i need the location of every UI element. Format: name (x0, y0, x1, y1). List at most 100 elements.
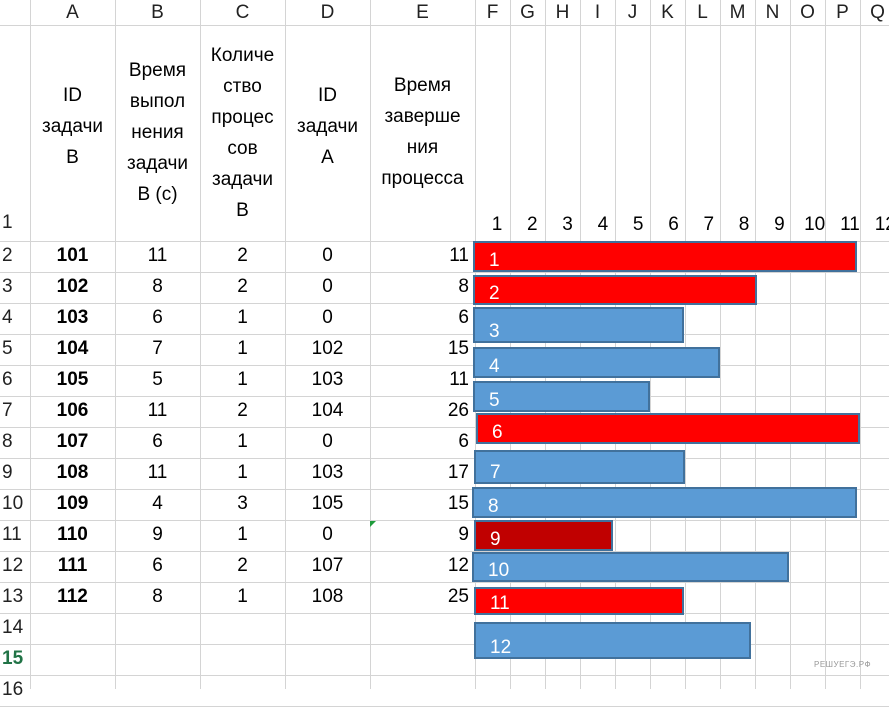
exec-time-cell[interactable]: 5 (152, 369, 163, 390)
task-id-cell[interactable]: 101 (56, 245, 89, 266)
task-id-cell[interactable]: 112 (57, 586, 88, 607)
task-id-cell[interactable]: 108 (56, 462, 89, 483)
finish-time-cell[interactable]: 6 (458, 431, 469, 452)
bar-10[interactable]: 10 (472, 552, 789, 582)
finish-time-cell[interactable]: 11 (449, 369, 469, 390)
header-task-id-a[interactable]: ID задачи A (285, 80, 370, 173)
process-count-cell[interactable]: 1 (237, 586, 248, 607)
header-process-count-b[interactable]: Количе ство процес сов задачи B (200, 40, 285, 226)
finish-time-cell[interactable]: 15 (447, 493, 469, 514)
row-header-10[interactable]: 10 (2, 493, 24, 514)
process-count-cell[interactable]: 2 (237, 276, 248, 297)
row-header-2[interactable]: 2 (2, 245, 13, 266)
finish-time-cell[interactable]: 11 (449, 245, 469, 266)
dependency-cell[interactable]: 102 (311, 338, 344, 359)
dependency-cell[interactable]: 0 (322, 245, 333, 266)
dependency-cell[interactable]: 108 (311, 586, 344, 607)
process-count-cell[interactable]: 1 (237, 369, 248, 390)
row-header-13[interactable]: 13 (2, 586, 24, 607)
finish-time-cell[interactable]: 6 (458, 307, 469, 328)
row-header-9[interactable]: 9 (2, 462, 13, 483)
bar-7[interactable]: 7 (474, 450, 685, 484)
task-id-cell[interactable]: 102 (56, 276, 89, 297)
row-header-14[interactable]: 14 (2, 617, 24, 638)
exec-time-cell[interactable]: 8 (152, 276, 163, 297)
process-count-cell[interactable]: 2 (237, 245, 248, 266)
process-count-cell[interactable]: 1 (237, 462, 248, 483)
dependency-cell[interactable]: 103 (311, 369, 344, 390)
row-header-15[interactable]: 15 (2, 648, 24, 669)
column-header-l[interactable]: L (697, 2, 708, 23)
row-header-8[interactable]: 8 (2, 431, 13, 452)
column-header-n[interactable]: N (765, 2, 780, 23)
dependency-cell[interactable]: 107 (311, 555, 344, 576)
process-count-cell[interactable]: 1 (237, 338, 248, 359)
task-id-cell[interactable]: 103 (56, 307, 89, 328)
finish-time-cell[interactable]: 25 (447, 586, 469, 607)
task-id-cell[interactable]: 105 (56, 369, 89, 390)
bar-11[interactable]: 11 (474, 587, 684, 615)
task-id-cell[interactable]: 104 (56, 338, 89, 359)
dependency-cell[interactable]: 103 (311, 462, 344, 483)
bar-4[interactable]: 4 (473, 347, 720, 378)
exec-time-cell[interactable]: 11 (147, 245, 168, 266)
finish-time-cell[interactable]: 8 (458, 276, 469, 297)
exec-time-cell[interactable]: 4 (152, 493, 163, 514)
bar-3[interactable]: 3 (473, 307, 684, 343)
row-header-4[interactable]: 4 (2, 307, 13, 328)
row-header-11[interactable]: 11 (2, 524, 22, 545)
column-header-g[interactable]: G (520, 2, 535, 23)
task-id-cell[interactable]: 107 (56, 431, 89, 452)
column-header-d[interactable]: D (320, 2, 335, 23)
finish-time-cell[interactable]: 9 (458, 524, 469, 545)
column-header-k[interactable]: K (661, 2, 674, 23)
column-header-f[interactable]: F (486, 2, 499, 23)
exec-time-cell[interactable]: 7 (152, 338, 163, 359)
finish-time-cell[interactable]: 26 (447, 400, 469, 421)
exec-time-cell[interactable]: 6 (152, 555, 163, 576)
process-count-cell[interactable]: 1 (237, 524, 248, 545)
process-count-cell[interactable]: 3 (237, 493, 248, 514)
bar-6[interactable]: 6 (476, 413, 860, 444)
exec-time-cell[interactable]: 9 (152, 524, 163, 545)
finish-time-cell[interactable]: 12 (447, 555, 469, 576)
column-header-e[interactable]: E (416, 2, 429, 23)
process-count-cell[interactable]: 1 (237, 307, 248, 328)
process-count-cell[interactable]: 2 (237, 400, 248, 421)
column-header-o[interactable]: O (800, 2, 815, 23)
row-header-16[interactable]: 16 (2, 679, 24, 700)
dependency-cell[interactable]: 104 (311, 400, 344, 421)
task-id-cell[interactable]: 111 (57, 555, 88, 576)
task-id-cell[interactable]: 109 (56, 493, 89, 514)
column-header-j[interactable]: J (627, 2, 638, 23)
header-finish-time[interactable]: Время заверше ния процесса (370, 70, 475, 194)
column-header-i[interactable]: I (594, 2, 601, 23)
exec-time-cell[interactable]: 11 (147, 400, 168, 421)
header-exec-time-b[interactable]: Время выпол нения задачи B (с) (115, 55, 200, 210)
row-header-5[interactable]: 5 (2, 338, 13, 359)
exec-time-cell[interactable]: 8 (152, 586, 163, 607)
bar-9[interactable]: 9 (474, 520, 613, 551)
bar-8[interactable]: 8 (472, 487, 857, 518)
exec-time-cell[interactable]: 6 (152, 307, 163, 328)
row-header-1[interactable]: 1 (2, 212, 13, 233)
exec-time-cell[interactable]: 11 (147, 462, 168, 483)
row-header-3[interactable]: 3 (2, 276, 13, 297)
finish-time-cell[interactable]: 15 (447, 338, 469, 359)
exec-time-cell[interactable]: 6 (152, 431, 163, 452)
row-header-6[interactable]: 6 (2, 369, 13, 390)
bar-1[interactable]: 1 (473, 241, 857, 272)
column-header-b[interactable]: B (151, 2, 164, 23)
dependency-cell[interactable]: 0 (322, 431, 333, 452)
dependency-cell[interactable]: 0 (322, 307, 333, 328)
bar-2[interactable]: 2 (473, 275, 757, 305)
row-header-7[interactable]: 7 (2, 400, 13, 421)
column-header-a[interactable]: A (66, 2, 79, 23)
process-count-cell[interactable]: 1 (237, 431, 248, 452)
column-header-q[interactable]: Q (870, 2, 885, 23)
row-header-12[interactable]: 12 (2, 555, 24, 576)
dependency-cell[interactable]: 105 (311, 493, 344, 514)
column-header-p[interactable]: P (836, 2, 849, 23)
bar-5[interactable]: 5 (473, 381, 650, 412)
dependency-cell[interactable]: 0 (322, 276, 333, 297)
